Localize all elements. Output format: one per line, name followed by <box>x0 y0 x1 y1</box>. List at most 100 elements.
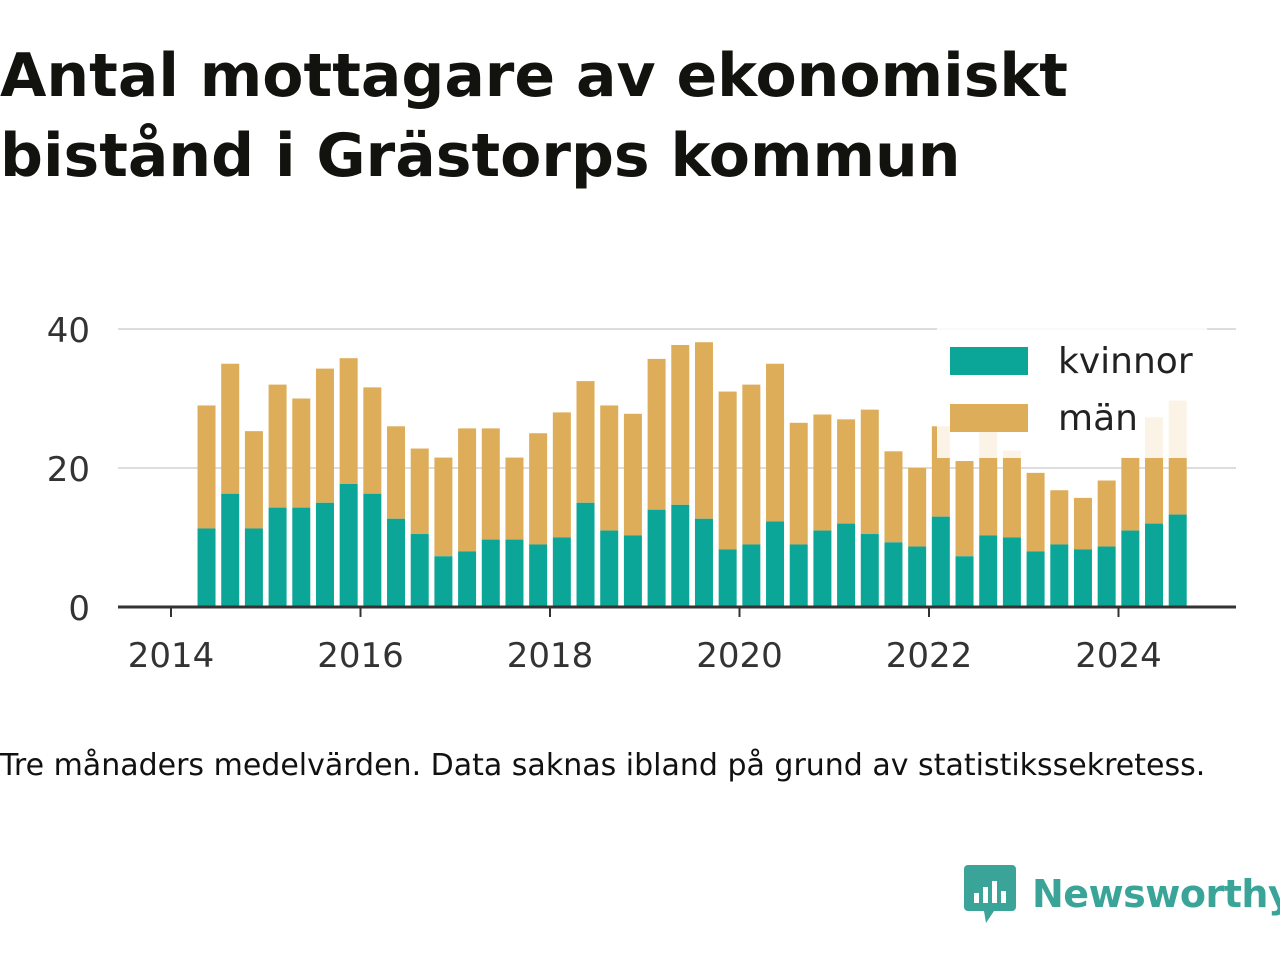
bar-kvinnor <box>979 535 998 607</box>
bar-man <box>813 414 832 531</box>
bar-man <box>1026 472 1045 552</box>
bar-man <box>410 448 429 535</box>
bar-kvinnor <box>955 556 974 607</box>
bar-kvinnor <box>742 544 761 607</box>
bar-man <box>647 358 666 510</box>
legend-label-kvinnor: kvinnor <box>1058 341 1193 382</box>
bar-kvinnor <box>529 544 548 607</box>
bar-kvinnor <box>552 537 571 607</box>
bar-man <box>481 428 500 540</box>
bar-man <box>197 405 216 529</box>
bar-kvinnor <box>221 493 240 607</box>
bar-kvinnor <box>623 535 642 607</box>
bar-man <box>434 457 453 557</box>
legend-swatch-man <box>950 404 1028 432</box>
y-tick-label: 0 <box>68 589 90 629</box>
bar-kvinnor <box>1073 549 1092 607</box>
bar-man <box>529 433 548 545</box>
bar-kvinnor <box>410 534 429 607</box>
chart-title: Antal mottagare av ekonomiskt bistånd i … <box>0 41 1068 191</box>
bar-man <box>671 344 690 505</box>
bar-kvinnor <box>434 556 453 607</box>
bar-man <box>552 412 571 538</box>
bar-man <box>718 391 737 550</box>
bar-man <box>742 384 761 545</box>
bar-kvinnor <box>908 546 927 607</box>
bar-kvinnor <box>1145 523 1164 607</box>
bar-kvinnor <box>481 539 500 607</box>
bar-man <box>1073 497 1092 550</box>
bar-kvinnor <box>458 551 477 607</box>
x-tick-label: 2022 <box>886 636 973 676</box>
bar-kvinnor <box>647 509 666 607</box>
bar-kvinnor <box>292 507 311 607</box>
bar-man <box>1002 450 1021 538</box>
newsworthy-logo: Newsworthy <box>964 862 1280 926</box>
bar-kvinnor <box>860 534 879 607</box>
bar-kvinnor <box>671 504 690 607</box>
bar-man <box>766 363 785 522</box>
bar-man <box>694 342 713 519</box>
newsworthy-logo-text: Newsworthy <box>1032 872 1280 916</box>
x-tick-label: 2020 <box>696 636 783 676</box>
bar-kvinnor <box>197 528 216 607</box>
bar-man <box>576 381 595 503</box>
bar-kvinnor <box>1026 551 1045 607</box>
x-tick-label: 2016 <box>317 636 404 676</box>
bar-kvinnor <box>931 516 950 607</box>
bar-man <box>505 457 524 540</box>
legend-label-man: män <box>1058 398 1138 439</box>
bar-kvinnor <box>789 544 808 607</box>
bar-man <box>1097 480 1116 547</box>
bar-kvinnor <box>1121 530 1140 607</box>
bar-kvinnor <box>766 521 785 607</box>
bar-kvinnor <box>315 502 334 607</box>
bar-man <box>387 426 406 519</box>
bar-man <box>363 387 382 494</box>
bar-man <box>600 405 619 531</box>
bar-man <box>1050 490 1069 545</box>
bar-kvinnor <box>694 518 713 607</box>
bar-man <box>623 413 642 536</box>
bar-man <box>292 398 311 508</box>
legend: kvinnor män <box>937 328 1207 458</box>
x-tick-label: 2018 <box>507 636 594 676</box>
newsworthy-logo-icon <box>964 865 1016 923</box>
chart-caption: Tre månaders medelvärden. Data saknas ib… <box>0 748 1206 783</box>
bar-man <box>955 461 974 557</box>
y-tick-labels: 0 20 40 <box>47 311 90 629</box>
bars <box>197 342 1187 607</box>
bar-kvinnor <box>339 483 358 607</box>
chart: 0 20 40 2014 2016 2018 2020 2022 2024 kvinnor m… <box>47 311 1236 676</box>
bar-kvinnor <box>600 530 619 607</box>
y-tick-label: 40 <box>47 311 90 351</box>
bar-man <box>315 368 334 503</box>
bar-kvinnor <box>576 502 595 607</box>
bar-kvinnor <box>1002 537 1021 607</box>
bar-kvinnor <box>505 539 524 607</box>
bar-man <box>339 358 358 484</box>
bar-man <box>884 451 903 543</box>
bar-man <box>908 468 927 547</box>
bar-man <box>1121 457 1140 531</box>
bar-kvinnor <box>387 518 406 607</box>
bar-kvinnor <box>884 542 903 607</box>
bar-kvinnor <box>268 507 287 607</box>
legend-swatch-kvinnor <box>950 347 1028 375</box>
x-axis: 2014 2016 2018 2020 2022 2024 <box>118 605 1236 676</box>
bar-man <box>458 428 477 552</box>
x-tick-label: 2014 <box>128 636 215 676</box>
bar-man <box>860 409 879 535</box>
bar-man <box>244 431 263 529</box>
bar-kvinnor <box>244 528 263 607</box>
y-tick-label: 20 <box>47 450 90 490</box>
bar-kvinnor <box>1168 514 1187 607</box>
bar-kvinnor <box>1050 544 1069 607</box>
bar-kvinnor <box>837 523 856 607</box>
bar-kvinnor <box>718 549 737 607</box>
x-tick-label: 2024 <box>1075 636 1162 676</box>
bar-kvinnor <box>363 493 382 607</box>
bar-man <box>789 422 808 545</box>
bar-man <box>221 363 240 494</box>
bar-man <box>837 419 856 524</box>
